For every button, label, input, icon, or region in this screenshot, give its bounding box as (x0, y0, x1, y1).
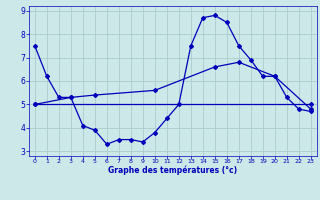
X-axis label: Graphe des températures (°c): Graphe des températures (°c) (108, 166, 237, 175)
